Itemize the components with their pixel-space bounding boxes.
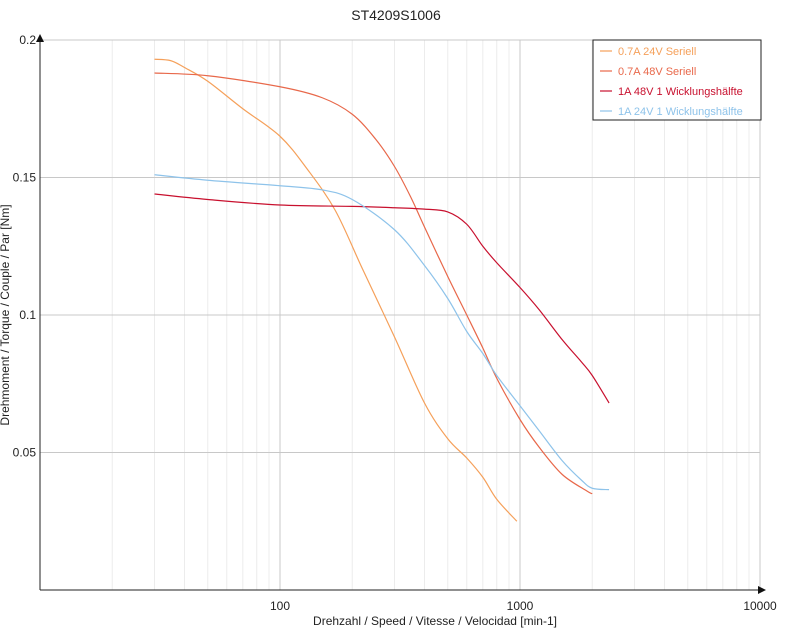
legend: 0.7A 24V Seriell 0.7A 48V Seriell 1A 48V 1… — [592, 39, 762, 121]
series-line-2 — [154, 72, 593, 495]
x-tick-labels: 100 1000 10000 — [270, 599, 777, 613]
x-axis-arrow-icon — [758, 586, 766, 594]
grid-major — [40, 39, 761, 590]
y-tick-label: 0.15 — [13, 171, 37, 185]
legend-label: 1A 48V 1 Wicklungshälfte — [618, 86, 743, 98]
y-tick-labels: 0.05 0.1 0.15 0.2 — [13, 33, 37, 460]
y-tick-label: 0.05 — [13, 446, 37, 460]
y-tick-label: 0.1 — [19, 308, 36, 322]
series-line-3 — [154, 193, 610, 404]
legend-label: 0.7A 24V Seriell — [618, 46, 696, 58]
legend-box — [592, 39, 762, 121]
x-tick-label: 1000 — [507, 599, 534, 613]
legend-label: 0.7A 48V Seriell — [618, 66, 696, 78]
x-axis-label: Drehzahl / Speed / Vitesse / Velocidad [… — [313, 614, 557, 628]
axes — [36, 34, 766, 594]
series-line-1 — [154, 58, 518, 522]
y-tick-label: 0.2 — [19, 33, 36, 47]
legend-label: 1A 24V 1 Wicklungshälfte — [618, 106, 743, 118]
y-axis-label: Drehmoment / Torque / Couple / Par [Nm] — [0, 204, 12, 425]
x-tick-label: 100 — [270, 599, 290, 613]
x-tick-label: 10000 — [743, 599, 777, 613]
series-lines — [154, 58, 610, 522]
chart-title: ST4209S1006 — [351, 7, 441, 23]
series-line-4 — [154, 174, 610, 491]
y-axis-arrow-icon — [36, 34, 44, 42]
